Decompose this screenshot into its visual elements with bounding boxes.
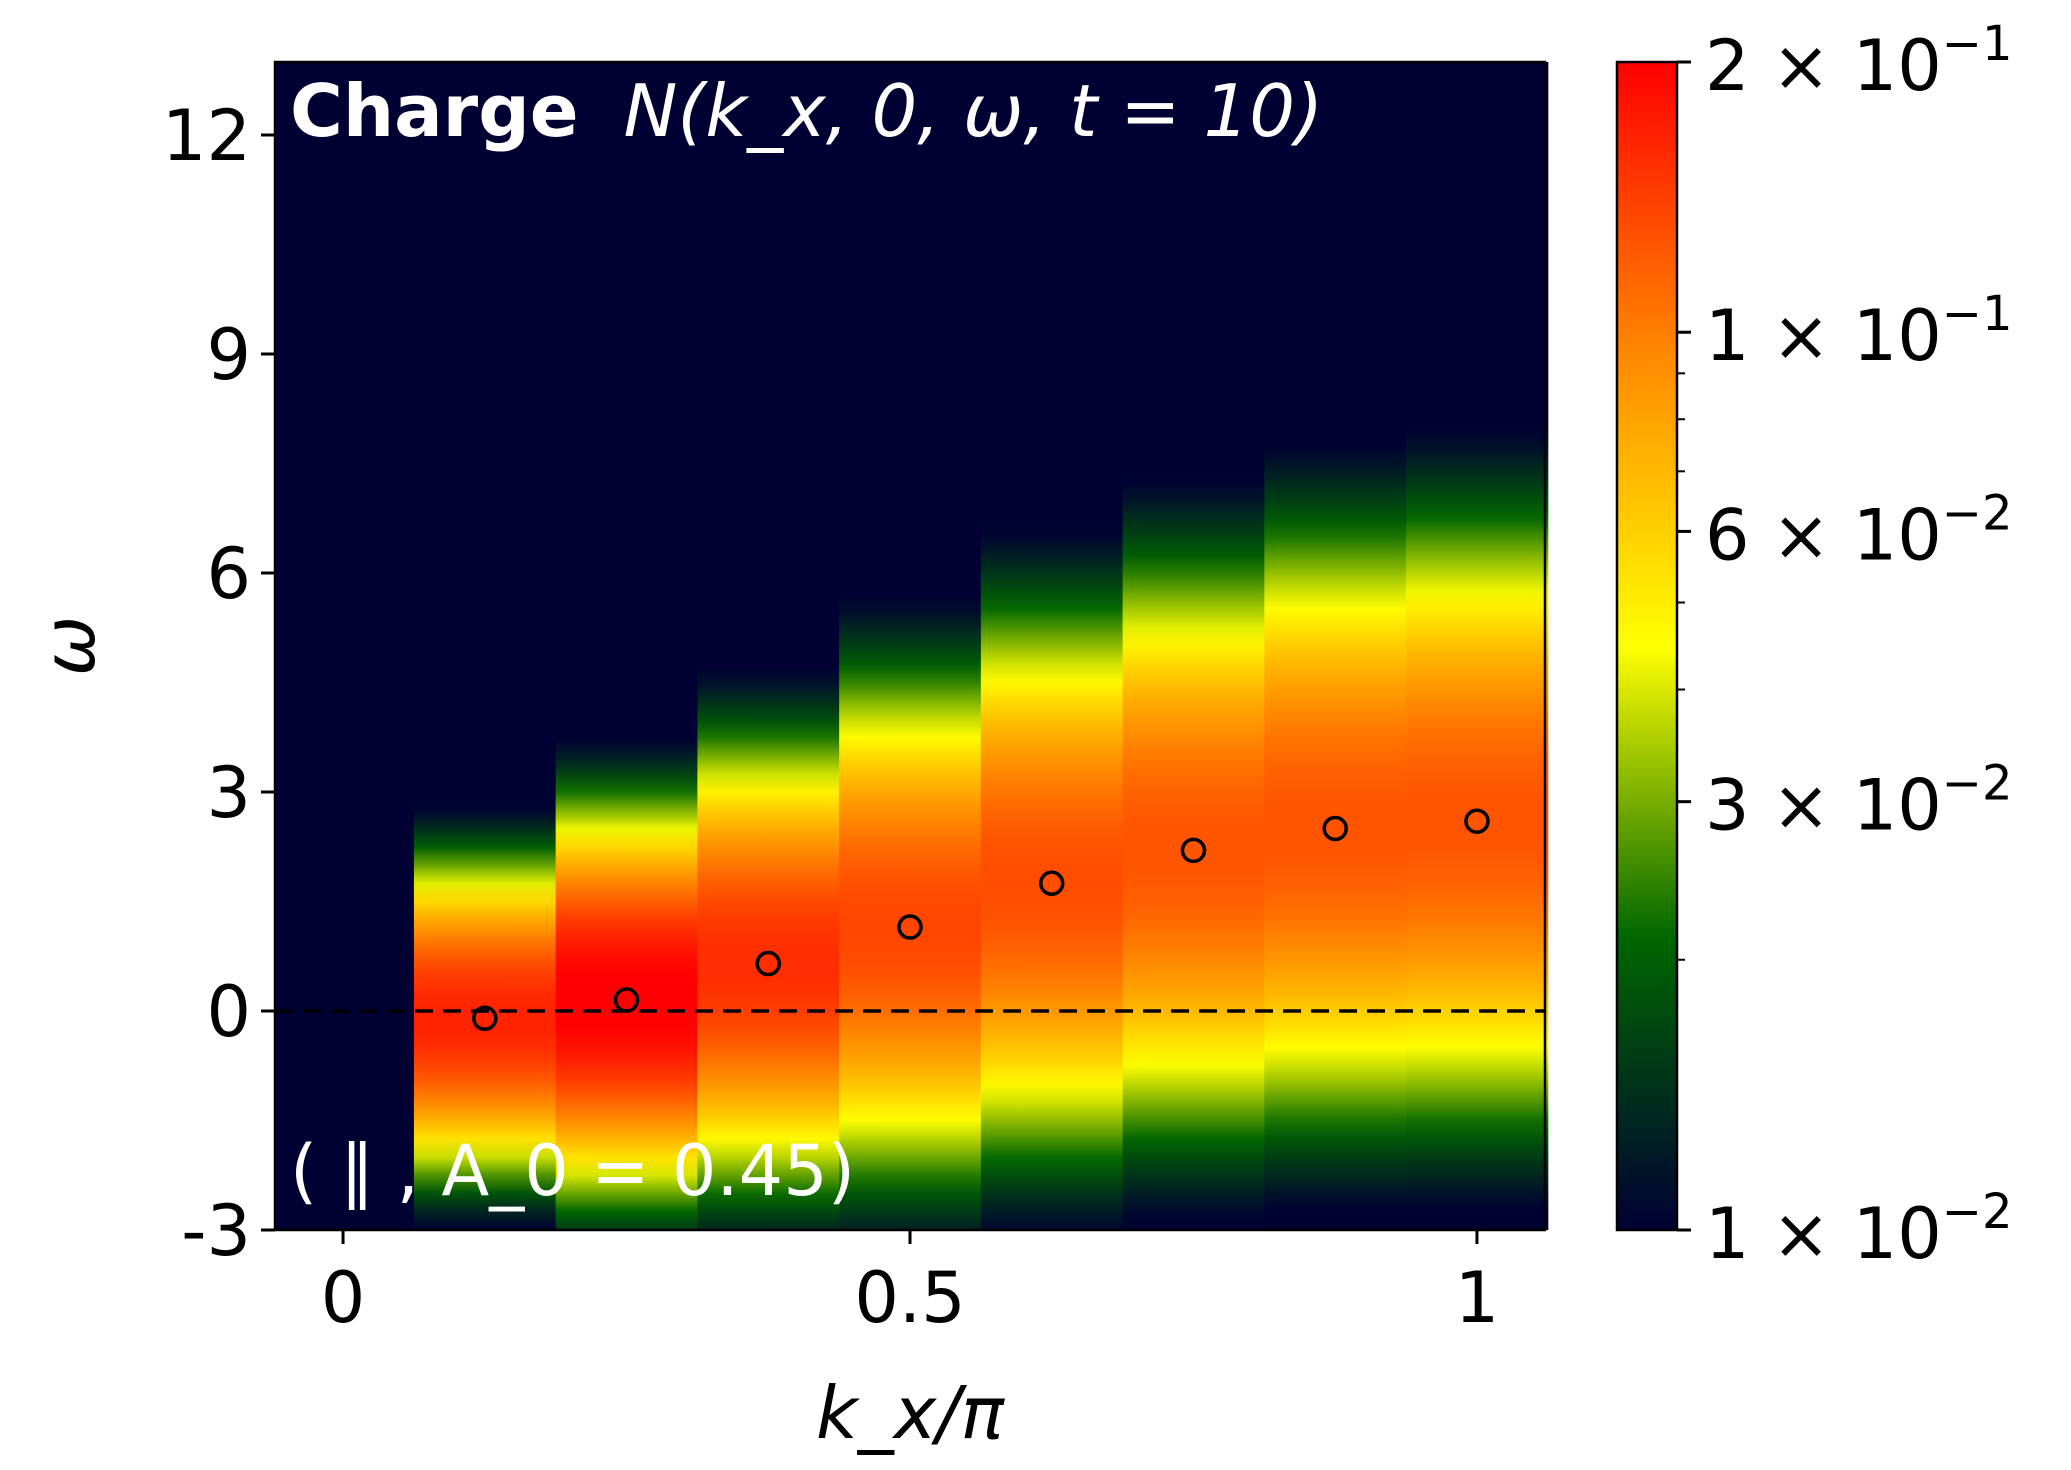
y-axis-label: ω — [27, 616, 111, 676]
peak-marker — [613, 987, 640, 1013]
peak-marker — [1038, 870, 1065, 896]
heatmap-column — [839, 62, 982, 1230]
heatmap — [413, 62, 1549, 1230]
x-axis-ticks: 0 0.5 1 — [321, 1230, 1499, 1339]
peak-markers — [472, 808, 1490, 1032]
peak-marker — [755, 950, 782, 977]
x-tick-label: 0 — [321, 1257, 366, 1339]
parameter-annotation: ( ∥ , A_0 = 0.45) — [290, 1130, 855, 1212]
x-tick-label: 1 — [1455, 1257, 1500, 1339]
x-tick-label: 0.5 — [854, 1257, 965, 1339]
chart-title: Charge N(k_x, 0, ω, t = 10) — [290, 69, 1323, 153]
y-tick-label: 3 — [206, 752, 251, 834]
y-tick-label: 12 — [162, 95, 251, 177]
colorbar-tick-label: 3 × 10−2 — [1705, 756, 2013, 847]
colorbar-ticks: 2 × 10−1 1 × 10−1 6 × 10−2 3 × 10−2 1 × 10−2 — [1677, 16, 2013, 1275]
colorbar-tick-label: 1 × 10−2 — [1705, 1184, 2013, 1275]
y-axis-ticks: -3 0 3 6 9 12 — [162, 95, 275, 1272]
heatmap-column — [413, 62, 557, 1230]
colorbar-tick-label: 1 × 10−1 — [1705, 286, 2013, 377]
peak-marker — [897, 914, 923, 940]
peak-marker — [1180, 837, 1207, 864]
y-tick-label: -3 — [181, 1190, 251, 1272]
colorbar — [1615, 60, 1679, 1232]
peak-marker — [472, 1005, 498, 1032]
y-tick-label: 9 — [206, 314, 251, 396]
heatmap-column — [980, 62, 1124, 1230]
y-tick-label: 6 — [206, 533, 251, 615]
peak-marker — [1322, 815, 1348, 842]
heatmap-column — [1406, 62, 1549, 1230]
colorbar-tick-label: 2 × 10−1 — [1705, 16, 2013, 107]
heatmap-column — [697, 62, 840, 1230]
peak-marker — [1464, 808, 1490, 834]
chart-title-math: N(k_x, 0, ω, t = 10) — [623, 69, 1323, 153]
heatmap-column — [1264, 62, 1407, 1230]
y-tick-label: 0 — [206, 971, 251, 1053]
x-axis-label: k_x/π — [816, 1371, 1006, 1455]
chart-title-bold: Charge — [290, 69, 579, 153]
heatmap-column — [1122, 62, 1265, 1230]
heatmap-column — [555, 62, 698, 1230]
colorbar-tick-label: 6 × 10−2 — [1705, 485, 2013, 576]
